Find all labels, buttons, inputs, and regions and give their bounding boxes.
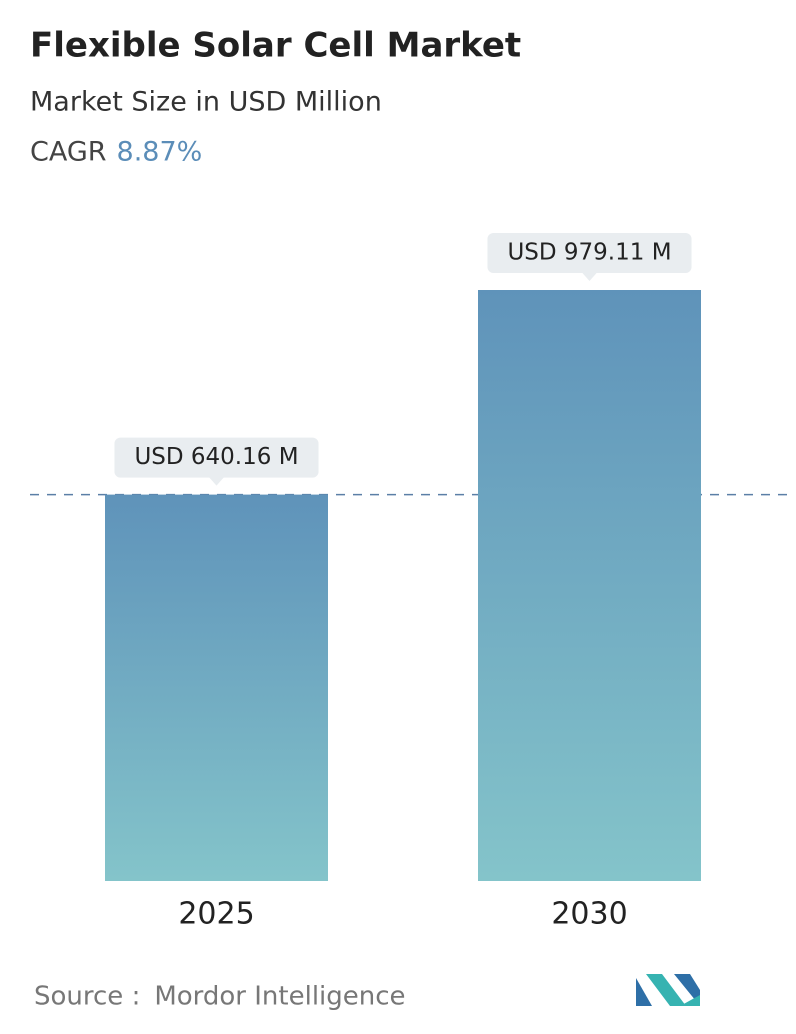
bar [105, 494, 328, 881]
cagr-value: 8.87% [117, 137, 203, 168]
value-label-text: USD 979.11 M [507, 240, 671, 266]
x-tick-label: 2025 [178, 897, 254, 932]
x-tick-label: 2030 [551, 897, 627, 932]
value-label-pointer [208, 476, 225, 486]
bar [478, 290, 701, 881]
value-label-box [487, 233, 692, 273]
cagr-label: CAGR [30, 137, 107, 168]
value-label-text: USD 640.16 M [134, 444, 298, 470]
value-label-box [114, 437, 319, 478]
source-name: Mordor Intelligence [154, 982, 405, 1012]
value-label-pointer [581, 272, 598, 281]
value-label: USD 640.16 M [114, 437, 319, 486]
value-label: USD 979.11 M [487, 233, 692, 281]
logo [636, 974, 700, 1006]
source-label: Source : [34, 982, 140, 1012]
chart-subtitle: Market Size in USD Million [30, 87, 382, 118]
chart-title: Flexible Solar Cell Market [30, 26, 521, 66]
